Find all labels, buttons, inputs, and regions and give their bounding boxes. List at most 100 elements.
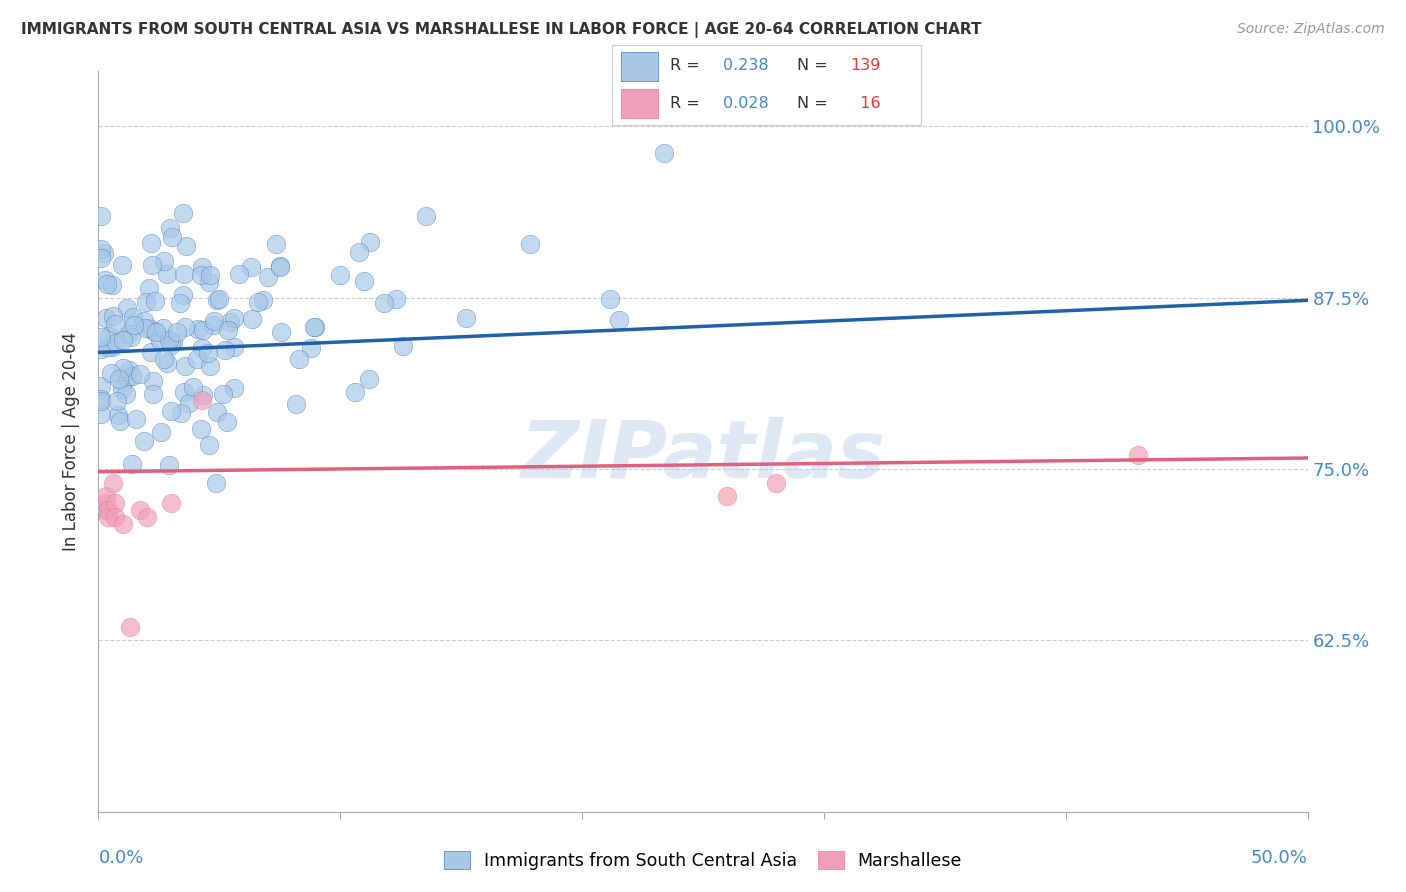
Point [156,356,179,370]
Point [169,296,191,310]
Point [90,242,112,256]
Point [264,236,287,251]
Point [101,309,124,323]
Point [343,384,366,399]
Point [111,333,134,347]
Point [101,278,124,293]
Point [104,510,127,524]
Point [139,345,162,359]
Point [93,246,115,260]
Point [101,475,124,490]
Point [108,372,131,386]
Point [519,237,541,252]
Y-axis label: In Labor Force | Age 20-64: In Labor Force | Age 20-64 [62,332,80,551]
Point [120,329,142,343]
Text: 0.238: 0.238 [723,58,769,73]
Point [90,407,112,421]
Point [153,351,176,366]
Point [172,287,194,301]
Point [152,321,174,335]
Point [142,387,165,401]
Point [94,273,117,287]
Point [270,325,292,339]
Point [101,340,124,354]
Point [121,458,143,472]
Point [186,351,208,366]
Point [285,397,308,411]
Text: 139: 139 [849,58,880,73]
Point [90,329,112,343]
Point [115,301,138,315]
Point [153,254,176,268]
Point [190,260,212,274]
Point [204,476,226,491]
Text: ZIPatlas: ZIPatlas [520,417,886,495]
Point [239,260,262,274]
Point [141,258,163,272]
Point [304,320,326,334]
Point [173,385,195,400]
Point [121,310,143,325]
Point [172,205,194,219]
Point [111,360,134,375]
FancyBboxPatch shape [621,52,658,81]
Point [162,229,184,244]
Point [208,293,231,307]
Point [193,388,215,402]
Point [190,422,212,436]
Point [117,363,139,377]
Point [100,366,122,380]
Point [191,341,214,355]
Point [201,318,224,332]
Point [98,329,121,343]
Point [385,293,408,307]
Point [132,314,155,328]
Point [117,327,139,342]
Point [198,275,221,289]
Point [121,369,143,384]
Point [211,387,233,401]
Point [97,510,120,524]
Legend: Immigrants from South Central Asia, Marshallese: Immigrants from South Central Asia, Mars… [437,845,969,877]
Point [115,386,138,401]
Point [129,368,152,382]
Point [353,274,375,288]
Point [96,277,118,292]
Point [166,325,188,339]
Point [111,382,134,396]
Point [105,394,128,409]
Point [162,334,184,349]
Point [118,619,141,633]
Text: 0.0%: 0.0% [98,849,143,867]
Point [599,292,621,306]
Point [150,425,173,439]
Point [128,503,150,517]
Point [247,294,270,309]
Point [90,342,112,356]
Point [224,341,246,355]
Point [160,337,183,351]
Text: 50.0%: 50.0% [1251,849,1308,867]
Point [765,475,787,490]
Point [716,489,738,503]
Point [359,235,381,249]
Point [97,503,120,517]
Point [269,260,291,274]
Point [90,393,112,408]
Point [141,235,163,250]
Point [652,146,675,161]
Point [219,315,242,329]
Point [111,516,134,531]
Point [174,320,197,334]
Point [357,372,380,386]
Point [302,319,325,334]
Point [204,314,226,328]
Point [191,323,214,337]
Point [90,209,112,223]
Point [156,267,179,281]
Point [90,378,112,392]
Point [214,343,236,357]
Point [138,281,160,295]
Text: N =: N = [797,58,834,73]
Point [349,244,371,259]
